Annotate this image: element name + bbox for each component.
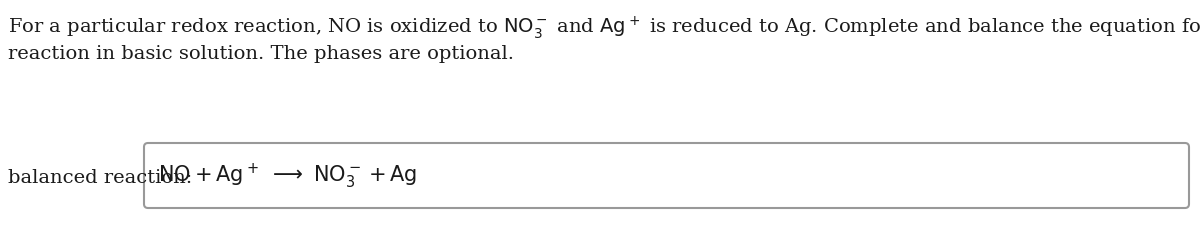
Text: reaction in basic solution. The phases are optional.: reaction in basic solution. The phases a… bbox=[8, 45, 515, 63]
FancyBboxPatch shape bbox=[144, 143, 1189, 208]
Text: $\mathrm{NO + Ag^+}$ $\longrightarrow$ $\mathrm{NO_3^- + Ag}$: $\mathrm{NO + Ag^+}$ $\longrightarrow$ $… bbox=[158, 161, 418, 190]
Text: For a particular redox reaction, NO is oxidized to $\mathrm{NO_3^-}$ and $\mathr: For a particular redox reaction, NO is o… bbox=[8, 14, 1200, 41]
Text: balanced reaction:: balanced reaction: bbox=[8, 168, 193, 186]
